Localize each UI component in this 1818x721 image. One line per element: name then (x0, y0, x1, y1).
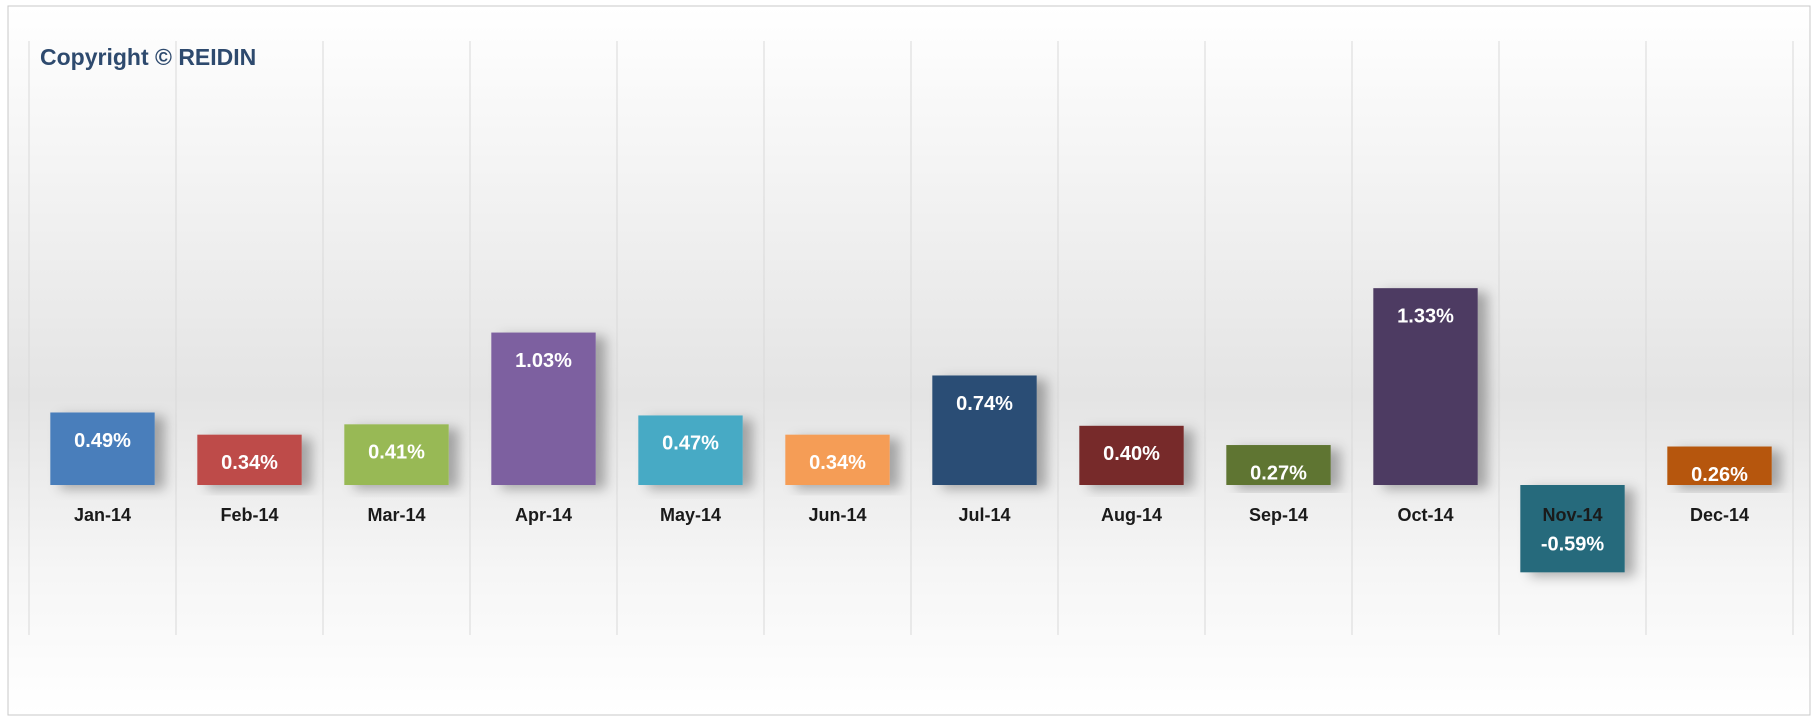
bar (197, 434, 302, 485)
value-label: 0.40% (1103, 443, 1160, 465)
bar (1520, 485, 1625, 573)
x-tick-label: Jan-14 (74, 505, 131, 525)
x-tick-label: Aug-14 (1101, 505, 1162, 525)
bar (1079, 425, 1184, 485)
x-tick-label: Mar-14 (367, 505, 425, 525)
value-label: 0.27% (1250, 462, 1307, 484)
bar (638, 415, 743, 485)
x-tick-label: Sep-14 (1249, 505, 1308, 525)
bar (932, 375, 1037, 485)
bar (785, 434, 890, 485)
bar (1667, 446, 1772, 485)
bar (344, 424, 449, 485)
value-label: 0.49% (74, 430, 131, 452)
bar (1373, 288, 1478, 485)
copyright-note: Copyright © REIDIN (40, 44, 256, 70)
x-tick-label: May-14 (660, 505, 721, 525)
bar (491, 332, 596, 485)
chart-background (7, 5, 1811, 716)
x-tick-label: Nov-14 (1542, 505, 1602, 525)
x-tick-label: Jul-14 (958, 505, 1010, 525)
bar (1226, 445, 1331, 485)
value-label: 0.74% (956, 393, 1013, 415)
value-label: 0.34% (809, 452, 866, 474)
value-label: 0.41% (368, 442, 425, 464)
x-tick-label: Feb-14 (220, 505, 278, 525)
value-label: 0.26% (1691, 464, 1748, 486)
value-label: 1.03% (515, 350, 572, 372)
value-label: 0.47% (662, 433, 719, 455)
x-tick-label: Oct-14 (1397, 505, 1453, 525)
x-tick-label: Apr-14 (515, 505, 572, 525)
value-label: 0.34% (221, 452, 278, 474)
x-tick-label: Dec-14 (1690, 505, 1749, 525)
value-label: -0.59% (1541, 533, 1605, 555)
x-tick-label: Jun-14 (808, 505, 866, 525)
value-label: 1.33% (1397, 305, 1454, 327)
bar (50, 412, 155, 485)
